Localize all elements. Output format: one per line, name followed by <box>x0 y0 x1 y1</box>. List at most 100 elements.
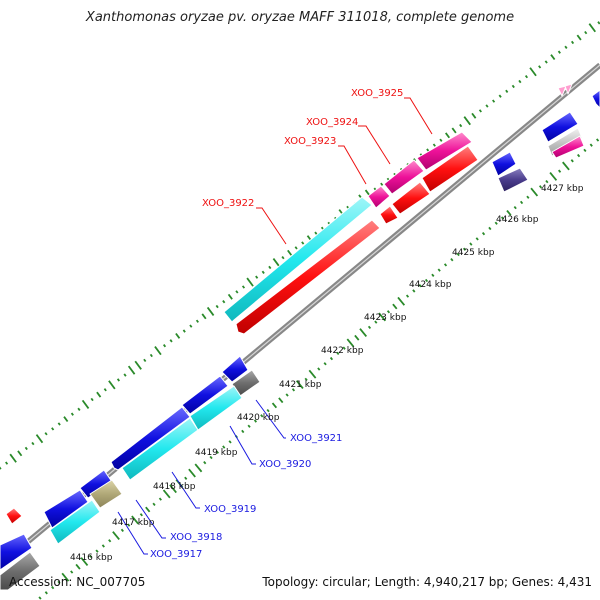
gc-tick <box>5 461 9 465</box>
gene-forward-magenta-small[interactable] <box>551 135 585 159</box>
gene-xoo-3917[interactable] <box>49 499 101 545</box>
gc-tick <box>526 195 530 199</box>
gc-tick <box>81 399 90 409</box>
gc-tick <box>143 358 147 363</box>
gc-tick <box>367 325 372 330</box>
scale-label-4418: 4418 kbp <box>153 482 196 492</box>
gc-tick <box>386 310 391 314</box>
gene-forward-red-small[interactable] <box>5 507 23 525</box>
gc-tick <box>494 221 498 225</box>
gc-tick <box>90 397 94 402</box>
scale-label-4424: 4424 kbp <box>409 280 452 290</box>
gc-tick <box>235 290 239 294</box>
gc-tick <box>462 247 467 251</box>
gc-tick <box>570 40 575 45</box>
gene-forward-blue-5[interactable] <box>43 489 89 529</box>
gc-tick <box>101 544 105 548</box>
gc-tick <box>481 232 486 236</box>
label-xoo-3924[interactable]: XOO_3924 <box>306 117 358 128</box>
scale-label-4423: 4423 kbp <box>364 313 407 323</box>
gene-forward-blue-3[interactable] <box>221 355 249 383</box>
gc-tick <box>134 360 142 370</box>
gc-tick <box>530 187 539 197</box>
topology-text: Topology: circular; Length: 4,940,217 bp… <box>262 575 592 589</box>
gene-xoo-3923[interactable] <box>367 185 391 209</box>
gc-tick <box>51 427 55 431</box>
gc-tick <box>247 424 251 428</box>
gc-tick <box>24 446 28 451</box>
gc-tick <box>294 246 298 250</box>
gc-tick <box>215 450 220 454</box>
gene-forward-pink-marker[interactable] <box>557 85 567 97</box>
gc-tick <box>61 572 70 582</box>
gene-forward-blue-2[interactable] <box>181 375 229 415</box>
scale-label-4425: 4425 kbp <box>452 248 495 258</box>
gc-tick <box>44 432 48 436</box>
gene-xoo-3918[interactable] <box>89 479 123 509</box>
gc-tick <box>253 419 258 423</box>
gc-tick <box>323 362 327 366</box>
gc-tick <box>500 216 505 220</box>
gc-tick <box>120 528 124 532</box>
gc-tick <box>505 89 509 93</box>
gene-reverse-navy[interactable] <box>497 167 529 193</box>
gc-tick <box>304 377 308 382</box>
gc-tick <box>0 466 2 470</box>
gc-tick <box>182 329 186 333</box>
gene-reverse-red-mid[interactable] <box>391 181 431 215</box>
label-xoo-3921[interactable]: XOO_3921 <box>290 433 342 444</box>
gc-tick <box>162 489 171 499</box>
gc-tick <box>175 332 181 339</box>
gc-tick <box>203 461 207 465</box>
gc-tick <box>260 414 264 418</box>
label-xoo-3922[interactable]: XOO_3922 <box>202 198 254 209</box>
gc-tick <box>374 320 378 324</box>
gene-forward-pink-marker-2[interactable] <box>564 83 573 95</box>
forward-strand-genes <box>0 83 600 571</box>
gc-tick <box>380 182 384 186</box>
label-xoo-3918[interactable]: XOO_3918 <box>170 532 222 543</box>
gc-tick <box>405 294 410 298</box>
gc-tick <box>488 226 492 231</box>
gene-forward-blue-8[interactable] <box>591 89 600 109</box>
gene-forward-blue-6[interactable] <box>0 533 33 571</box>
label-xoo-3920[interactable]: XOO_3920 <box>259 459 311 470</box>
scale-label-4427: 4427 kbp <box>541 184 584 194</box>
gene-reverse-red-small[interactable] <box>379 205 399 225</box>
gc-tick <box>397 296 406 306</box>
scale-label-4426: 4426 kbp <box>496 215 539 225</box>
label-xoo-3917[interactable]: XOO_3917 <box>150 549 202 560</box>
gc-tick <box>116 378 121 382</box>
gc-tick <box>127 523 131 527</box>
gene-forward-blue-1[interactable] <box>110 406 191 471</box>
scale-label-4421: 4421 kbp <box>279 380 322 390</box>
gc-tick <box>301 241 305 245</box>
gene-xoo-3922[interactable] <box>223 196 373 323</box>
label-xoo-3925[interactable]: XOO_3925 <box>351 88 403 99</box>
gc-tick <box>342 346 346 350</box>
scale-labels: 4416 kbp 4417 kbp 4418 kbp 4419 kbp 4420… <box>70 184 584 563</box>
gene-xoo-3925[interactable] <box>416 131 473 171</box>
gene-reverse-blue-small[interactable] <box>491 151 517 177</box>
label-xoo-3923[interactable]: XOO_3923 <box>284 136 336 147</box>
gc-tick <box>162 344 167 348</box>
gc-tick <box>158 497 162 501</box>
gc-tick <box>550 54 556 61</box>
gc-skew-outer-track <box>0 21 600 470</box>
gc-tick <box>228 440 232 444</box>
gene-reverse-grey-left[interactable] <box>0 551 41 591</box>
gene-reverse-red-right[interactable] <box>421 145 479 193</box>
gc-tick <box>152 502 156 506</box>
gc-tick <box>444 132 451 139</box>
gc-tick <box>108 380 116 390</box>
gc-tick <box>564 45 568 49</box>
label-xoo-3919[interactable]: XOO_3919 <box>204 504 256 515</box>
gc-tick <box>426 148 430 152</box>
gc-tick <box>576 34 582 41</box>
gc-tick <box>209 455 213 460</box>
gene-xoo-3919[interactable] <box>121 417 199 481</box>
gene-reverse-red-long[interactable] <box>235 219 381 335</box>
gene-forward-blue-7[interactable] <box>541 111 579 143</box>
gc-tick <box>123 373 127 377</box>
gene-xoo-3924[interactable] <box>383 159 425 195</box>
